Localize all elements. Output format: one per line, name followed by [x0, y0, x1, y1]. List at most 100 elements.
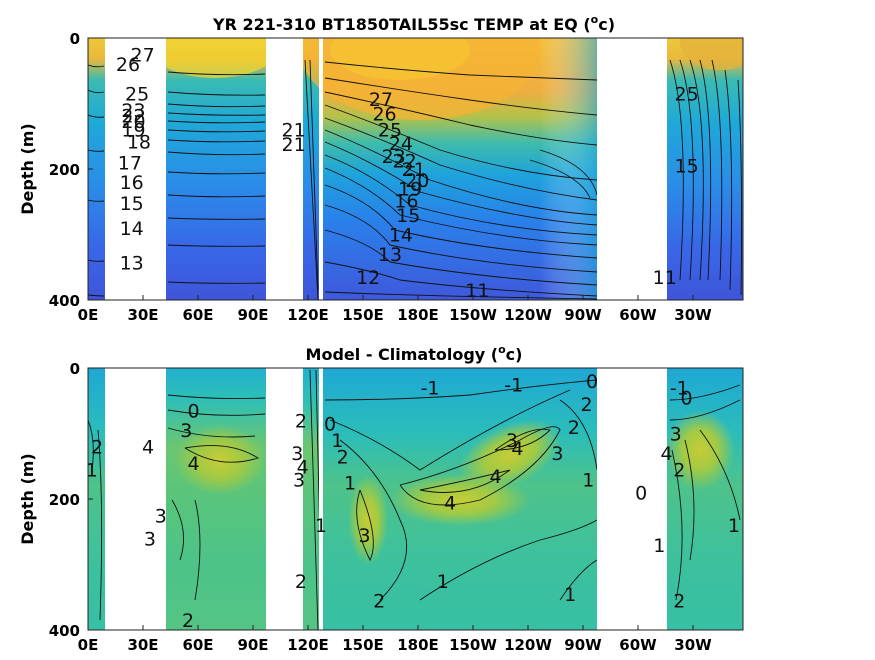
- contour-label: 21: [282, 120, 306, 142]
- x-tick-label: 120E: [287, 636, 329, 654]
- contour-label: 12: [356, 267, 380, 289]
- top-panel: YR 221-310 BT1850TAIL55sc TEMP at EQ (oc…: [18, 13, 744, 324]
- contour-label: 11: [465, 280, 489, 302]
- x-tick-label: 150E: [342, 306, 384, 324]
- contour-label: 3: [293, 469, 305, 491]
- contour-label: 2: [91, 437, 103, 459]
- contour-label: 26: [372, 103, 396, 125]
- x-tick-label: 60E: [182, 636, 213, 654]
- contour-label: 2: [580, 394, 592, 416]
- contour-label: 19: [121, 120, 145, 142]
- contour-label: 3: [155, 505, 167, 527]
- contour-label: 27: [369, 89, 393, 111]
- contour-label: 20: [121, 111, 145, 133]
- top-indian-warm: [145, 38, 285, 78]
- x-tick-label: 60W: [619, 636, 657, 654]
- top-pacific-hot: [330, 38, 470, 80]
- top-panel-title: YR 221-310 BT1850TAIL55sc TEMP at EQ (oc…: [212, 13, 615, 34]
- top-contours: [88, 59, 743, 300]
- contour-label: 1: [564, 584, 576, 606]
- contour-label: 0: [681, 387, 693, 409]
- y-tick-label: 400: [49, 622, 80, 640]
- contour-label: 3: [144, 528, 156, 550]
- contour-label: 24: [389, 133, 413, 155]
- contour-label: -1: [670, 378, 689, 400]
- bottom-title-sup: o: [498, 343, 506, 356]
- contour-label: 16: [394, 190, 418, 212]
- contour-label: 14: [120, 218, 144, 240]
- y-tick-label: 200: [49, 161, 80, 179]
- contour-label: 21: [282, 134, 306, 156]
- contour-label: 16: [120, 172, 144, 194]
- top-missing: [105, 38, 667, 300]
- x-tick-label: 30E: [127, 636, 158, 654]
- contour-label: 4: [297, 456, 309, 478]
- bottom-contours: [88, 369, 741, 630]
- contour-label: 1: [331, 430, 343, 452]
- contour-label: 20: [405, 170, 429, 192]
- x-tick-label: 90E: [237, 636, 268, 654]
- x-tick-label: 30E: [127, 306, 158, 324]
- x-tick-label: 120W: [504, 306, 552, 324]
- bottom-panel: Model - Climatology (oc): [18, 343, 744, 654]
- top-region-0e: [88, 38, 105, 300]
- contour-label: 23: [382, 146, 406, 168]
- contour-label: 1: [344, 473, 356, 495]
- bottom-panel-title: Model - Climatology (oc): [306, 343, 523, 364]
- bottom-atlantic-hot: [665, 410, 735, 490]
- x-tick-label: 90W: [564, 636, 602, 654]
- contour-label: 4: [490, 466, 502, 488]
- top-x-ticks: 0E 30E 60E 90E 120E 150E 180E 150W 120W 90W 60W 30W: [78, 295, 712, 324]
- contour-label: 21: [402, 159, 426, 181]
- bottom-y-axis-label: Depth (m): [18, 453, 37, 545]
- x-tick-label: 120E: [287, 306, 329, 324]
- contour-label: 3: [359, 525, 371, 547]
- contour-label: 13: [120, 253, 144, 275]
- contour-label: 2: [673, 591, 685, 613]
- x-tick-label: 90E: [237, 306, 268, 324]
- contour-label: -1: [504, 374, 523, 396]
- y-tick-label: 400: [49, 292, 80, 310]
- contour-label: 2: [568, 417, 580, 439]
- top-region-atlantic: [667, 38, 743, 300]
- x-tick-label: 150W: [449, 636, 497, 654]
- top-atlantic-warm: [680, 38, 743, 70]
- contour-label: 2: [673, 460, 685, 482]
- contour-label: 2: [182, 610, 194, 632]
- contour-label: 2: [295, 571, 307, 593]
- contour-label: 3: [291, 443, 303, 465]
- contour-label: 2: [295, 410, 307, 432]
- contour-label: 3: [506, 430, 518, 452]
- contour-label: 22: [121, 105, 145, 127]
- top-y-ticks: 0 200 400: [49, 30, 93, 310]
- contour-label: 11: [653, 267, 677, 289]
- y-tick-label: 0: [70, 30, 80, 48]
- contour-label: 0: [187, 401, 199, 423]
- contour-label: 23: [121, 100, 145, 122]
- top-contour-labels: 2726252322201918171615141321212726252423…: [116, 44, 699, 302]
- contour-label: 15: [120, 193, 144, 215]
- contour-label: 19: [398, 179, 422, 201]
- contour-label: 4: [444, 492, 456, 514]
- x-tick-label: 150W: [449, 306, 497, 324]
- contour-label: 2: [373, 591, 385, 613]
- top-field: [88, 38, 743, 300]
- contour-label: 4: [142, 437, 154, 459]
- bottom-title-main: Model - Climatology (: [306, 345, 499, 364]
- contour-label: 1: [582, 469, 594, 491]
- x-tick-label: 30W: [674, 306, 712, 324]
- contour-label: 18: [127, 131, 151, 153]
- contour-label: 2: [337, 446, 349, 468]
- y-tick-label: 0: [70, 360, 80, 378]
- top-region-indian: [166, 38, 266, 300]
- contour-label: 4: [661, 443, 673, 465]
- contour-label: 1: [86, 460, 98, 482]
- contour-label: 25: [675, 84, 699, 106]
- bottom-indian-hot: [175, 425, 265, 495]
- x-tick-label: 30W: [674, 636, 712, 654]
- x-tick-label: 60W: [619, 306, 657, 324]
- contour-label: 1: [653, 535, 665, 557]
- x-tick-label: 180E: [397, 306, 439, 324]
- contour-label: 26: [116, 54, 140, 76]
